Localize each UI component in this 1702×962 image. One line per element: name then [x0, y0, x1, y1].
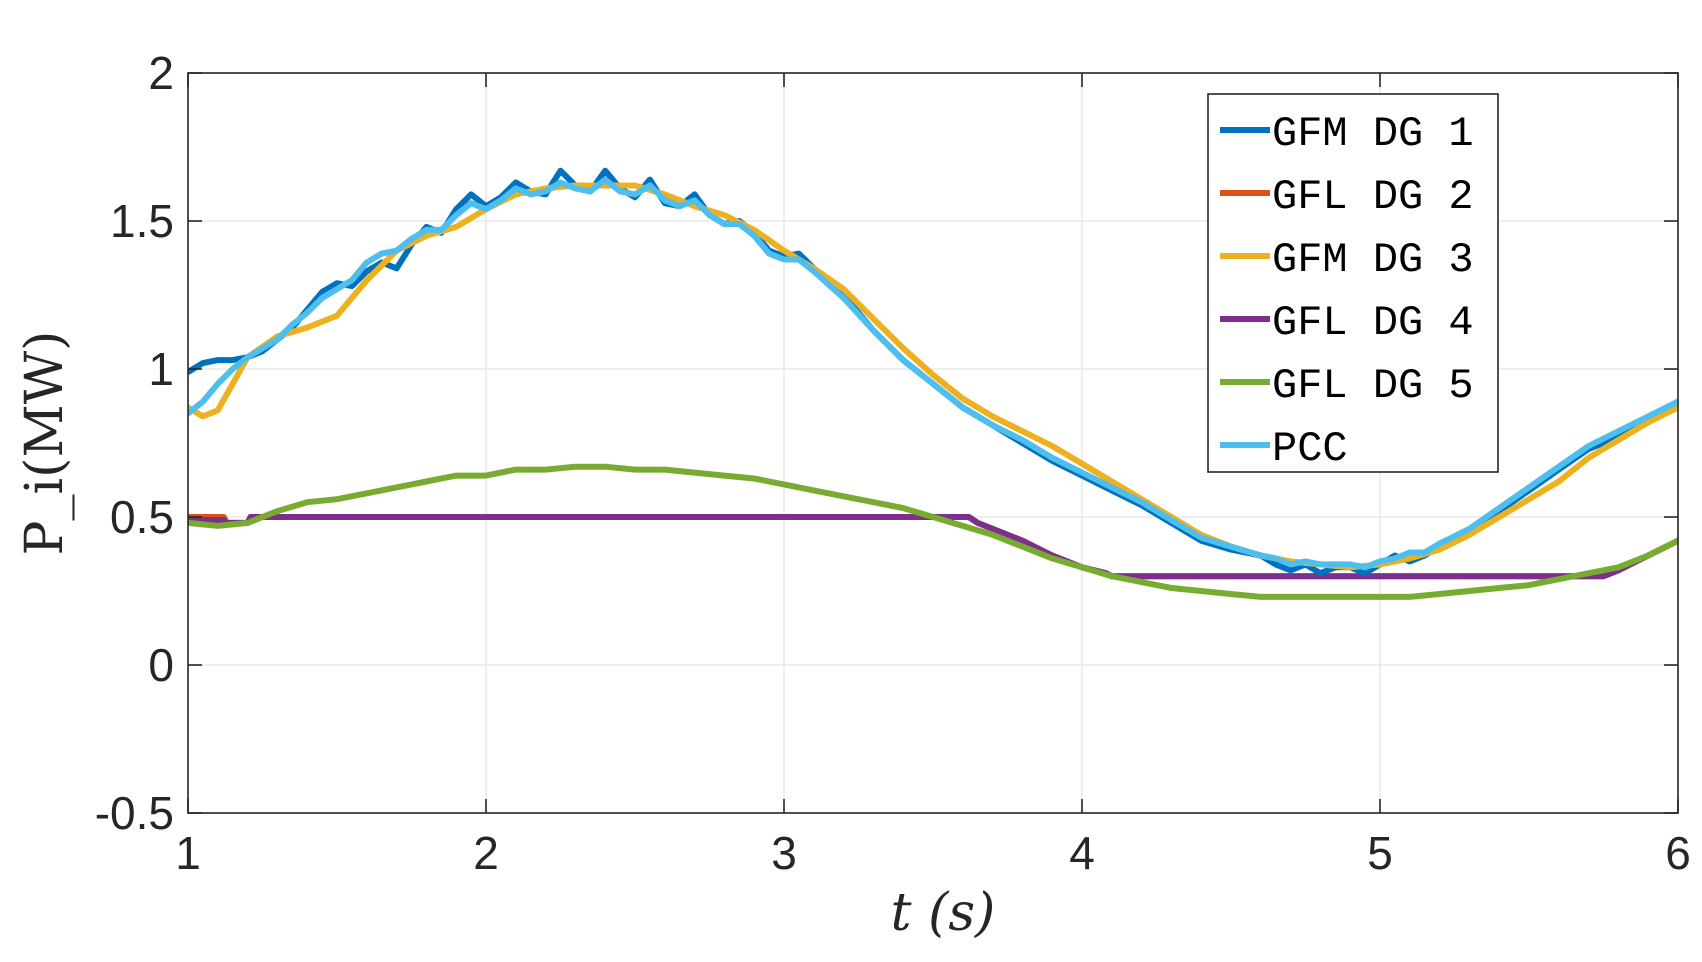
- y-tick-label: 0: [148, 639, 174, 691]
- legend-label: GFL DG 5: [1272, 362, 1474, 410]
- y-tick-label: 1: [148, 343, 174, 395]
- legend-label: GFL DG 4: [1272, 299, 1474, 347]
- legend-label: GFM DG 1: [1272, 110, 1474, 158]
- legend-label: GFM DG 3: [1272, 236, 1474, 284]
- y-tick-label: 1.5: [110, 195, 174, 247]
- x-tick-label: 4: [1069, 827, 1095, 879]
- x-axis-title: t (s): [891, 883, 996, 943]
- y-tick-label: 0.5: [110, 491, 174, 543]
- x-tick-label: 2: [473, 827, 499, 879]
- legend-label: GFL DG 2: [1272, 173, 1474, 221]
- series-line-gfl-dg-5: [188, 463, 1678, 600]
- legend-label: PCC: [1272, 425, 1348, 473]
- y-tick-label: -0.5: [95, 787, 174, 839]
- legend-box: [1207, 93, 1499, 473]
- plot-lines: [188, 167, 1678, 600]
- x-tick-label: 3: [771, 827, 797, 879]
- x-tick-label: 5: [1367, 827, 1393, 879]
- y-axis-title: P_i(MW): [15, 331, 75, 556]
- axes-frame: [187, 72, 1679, 814]
- x-tick-label: 1: [175, 827, 201, 879]
- axis-ticks: 1 2 3 4 5 6 -0.5 0 0.5 1 1.5 2: [95, 47, 1691, 879]
- series-line-pcc: [188, 176, 1678, 571]
- legend: GFM DG 1 GFL DG 2 GFM DG 3 GFL DG 4 GFL DG 5…: [1207, 93, 1499, 473]
- x-tick-label: 6: [1665, 827, 1691, 879]
- axis-labels: t (s) P_i(MW): [15, 331, 995, 943]
- y-tick-label: 2: [148, 47, 174, 99]
